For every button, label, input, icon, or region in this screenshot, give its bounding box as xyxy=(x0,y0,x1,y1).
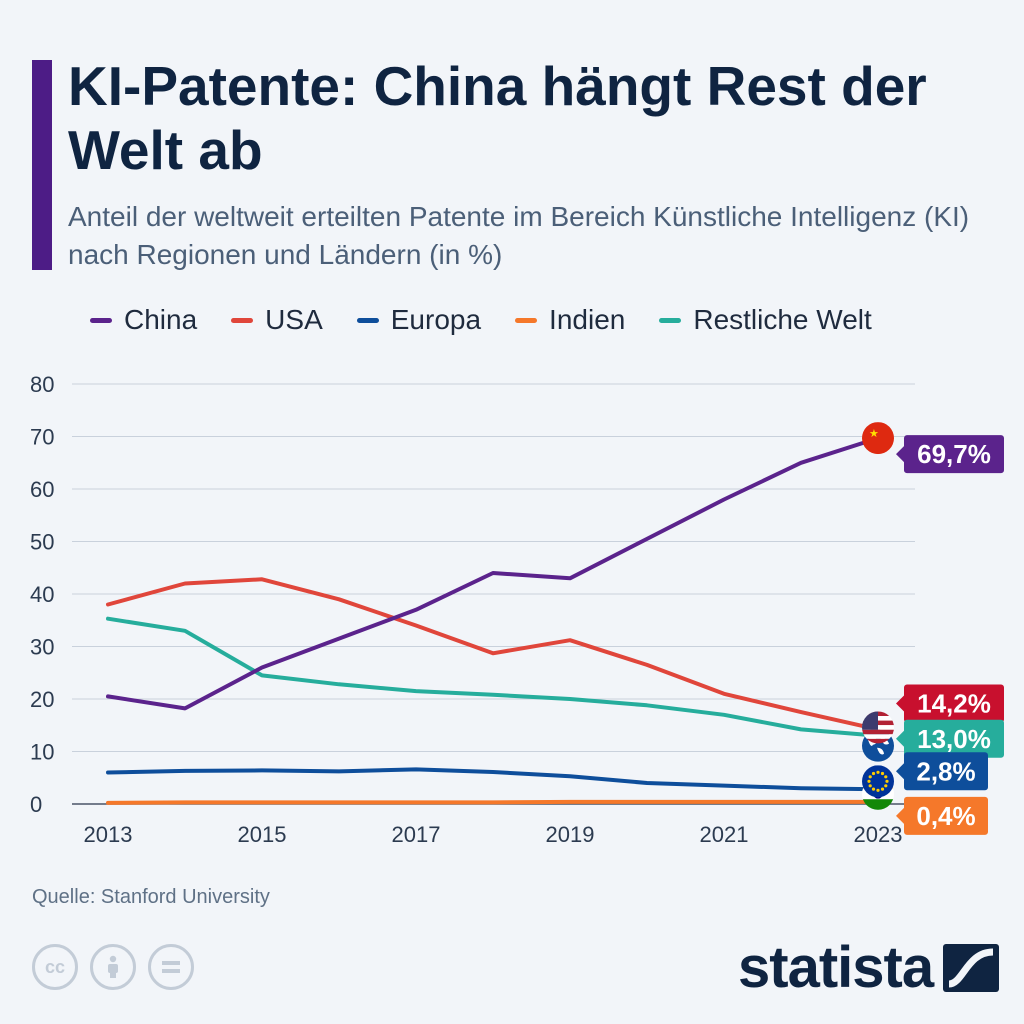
legend-label-europa: Europa xyxy=(390,304,482,335)
legend-swatch-china xyxy=(90,317,112,323)
statista-brand[interactable]: statista xyxy=(738,934,1000,1001)
end-label-china: 69,7% xyxy=(896,435,1004,474)
x-tick-2015: 2015 xyxy=(238,822,287,847)
chart-subtitle: Anteil der weltweit erteilten Patente im… xyxy=(68,201,970,270)
legend-swatch-europa xyxy=(356,317,379,323)
attribution-icon[interactable] xyxy=(90,944,136,990)
series-lines xyxy=(106,436,880,805)
x-tick-2013: 2013 xyxy=(84,822,133,847)
legend-label-china: China xyxy=(124,304,198,335)
end-label-text: 14,2% xyxy=(917,688,991,718)
y-tick-20: 20 xyxy=(30,687,54,712)
y-tick-80: 80 xyxy=(30,372,54,397)
equals-icon xyxy=(162,961,180,973)
end-label-indien: 0,4% xyxy=(896,796,988,835)
legend-item-europa: Europa xyxy=(356,304,482,336)
x-tick-2017: 2017 xyxy=(392,822,441,847)
y-tick-40: 40 xyxy=(30,582,54,607)
x-tick-2023: 2023 xyxy=(854,822,903,847)
legend-label-restliche-welt: Restliche Welt xyxy=(693,304,872,335)
usa-flag-icon xyxy=(862,711,894,744)
cc-icon[interactable]: cc xyxy=(32,944,78,990)
end-label-text: 69,7% xyxy=(917,439,991,469)
license-icons: cc xyxy=(32,944,194,990)
end-label-usa: 14,2% xyxy=(896,684,1004,723)
series-flags: ★ xyxy=(862,422,894,810)
y-axis-tick-labels: 0 10 20 30 40 50 60 70 80 xyxy=(30,372,54,817)
end-label-text: 13,0% xyxy=(917,724,991,754)
china-flag-icon: ★ xyxy=(862,422,894,455)
end-label-text: 0,4% xyxy=(916,801,975,831)
series-line-europa xyxy=(106,767,880,792)
legend-item-china: China xyxy=(90,304,197,336)
svg-text:★: ★ xyxy=(869,428,879,440)
legend-item-restliche-welt: Restliche Welt xyxy=(659,304,872,336)
source-note: Quelle: Stanford University xyxy=(32,886,270,908)
series-end-labels: 69,7% 14,2% 13,0%2,8% 0,4% xyxy=(896,435,1004,835)
legend-label-indien: Indien xyxy=(549,304,626,335)
legend-swatch-usa xyxy=(231,317,254,323)
y-tick-70: 70 xyxy=(30,425,54,450)
legend-item-indien: Indien xyxy=(515,304,625,336)
y-tick-10: 10 xyxy=(30,740,54,765)
legend-swatch-restliche-welt xyxy=(659,317,682,323)
chart-title: KI-Patente: China hängt Rest der Welt ab xyxy=(68,55,927,181)
chart-legend: China USA Europa Indien Restliche Welt xyxy=(90,300,906,340)
legend-item-usa: USA xyxy=(231,304,323,336)
y-tick-50: 50 xyxy=(30,530,54,555)
statista-wordmark: statista xyxy=(738,935,934,1000)
statista-logo-icon xyxy=(943,943,1000,992)
end-label-text: 2,8% xyxy=(916,756,975,786)
x-axis-tick-labels: 2013 2015 2017 2019 2021 2023 xyxy=(84,822,903,847)
title-accent-bar xyxy=(32,60,52,270)
y-tick-30: 30 xyxy=(30,635,54,660)
end-label-restliche-welt: 13,0% xyxy=(896,719,1004,758)
series-line-usa xyxy=(106,577,880,732)
y-tick-0: 0 xyxy=(30,792,42,817)
series-line-restliche-welt xyxy=(106,616,880,738)
legend-label-usa: USA xyxy=(265,304,323,335)
chart-grid xyxy=(72,383,915,805)
x-tick-2019: 2019 xyxy=(546,822,595,847)
eu-flag-icon xyxy=(862,765,894,798)
person-icon xyxy=(108,955,118,978)
series-line-indien xyxy=(106,799,880,805)
series-line-china xyxy=(106,436,880,711)
end-label-europa: 2,8% xyxy=(896,752,988,791)
no-derivatives-icon[interactable] xyxy=(148,944,194,990)
legend-swatch-indien xyxy=(515,317,538,323)
y-tick-60: 60 xyxy=(30,477,54,502)
x-tick-2021: 2021 xyxy=(700,822,749,847)
